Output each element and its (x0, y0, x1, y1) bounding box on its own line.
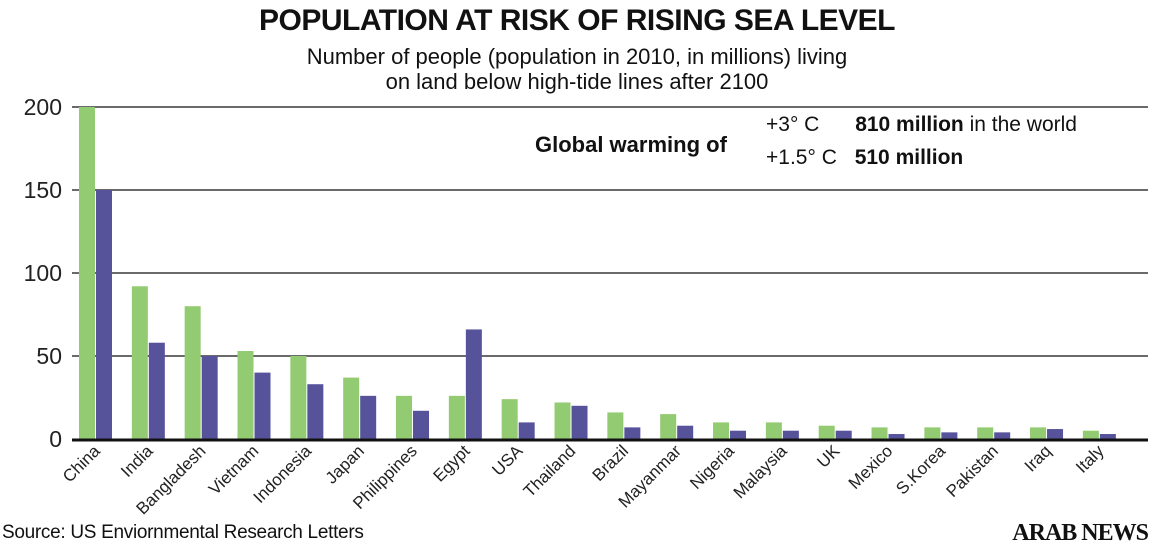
bar-1-5c (730, 430, 747, 439)
bar-1-5c (465, 329, 482, 439)
bar-1-5c (624, 427, 641, 439)
bar-3c (607, 412, 624, 439)
bar-3c (343, 377, 360, 439)
y-tick-label: 100 (24, 260, 62, 286)
legend-scenario: +3° C (766, 113, 820, 136)
bar-3c (871, 427, 888, 439)
bar-1-5c (835, 430, 852, 439)
bar-1-5c (994, 432, 1011, 439)
bar-3c (713, 422, 730, 439)
x-tick-label: USA (488, 441, 527, 480)
x-tick-label: Pakistan (942, 441, 1002, 501)
bar-3c (448, 395, 465, 439)
x-tick-label: Egypt (429, 441, 473, 485)
bar-1-5c (1047, 429, 1064, 439)
bar-3c (237, 351, 254, 439)
bar-1-5c (360, 395, 377, 439)
legend-total: 810 million (855, 113, 964, 136)
x-tick-label: Malaysia (730, 441, 791, 502)
x-tick-label: Nigeria (686, 441, 738, 493)
bar-1-5c (888, 434, 905, 439)
bar-1-5c (782, 430, 799, 439)
bar-3c (977, 427, 994, 439)
y-tick-label: 0 (49, 426, 62, 452)
x-tick-label: Thailand (520, 441, 580, 501)
bar-1-5c (518, 422, 535, 439)
x-tick-label: India (117, 441, 157, 481)
bar-3c (501, 399, 518, 439)
x-tick-label: UK (813, 441, 844, 472)
bar-1-5c (941, 432, 958, 439)
bar-3c (660, 414, 677, 439)
bar-1-5c (413, 410, 430, 439)
legend-row-3c: +3° C 810 million in the world (766, 113, 1077, 137)
bar-1-5c (1099, 434, 1116, 439)
bar-3c (79, 107, 95, 439)
x-tick-label: S.Korea (892, 441, 949, 498)
bar-3c (765, 422, 782, 439)
y-tick-label: 200 (24, 94, 62, 120)
legend-scenario: +1.5° C (766, 146, 837, 169)
x-tick-label: Indonesia (250, 441, 316, 507)
source-note: Source: US Enviornmental Research Letter… (2, 522, 364, 543)
chart-title: POPULATION AT RISK OF RISING SEA LEVEL (258, 4, 896, 37)
bar-3c (1030, 427, 1047, 439)
x-tick-label: Italy (1072, 441, 1108, 477)
bar-3c (1082, 430, 1099, 439)
x-tick-label: Mexico (845, 441, 897, 493)
x-tick-label: Iraq (1021, 441, 1055, 475)
legend-label: Global warming of (535, 132, 727, 157)
legend-row-1-5c: +1.5° C 510 million (766, 146, 963, 170)
bar-1-5c (307, 384, 324, 439)
bar-3c (131, 286, 148, 439)
bar-3c (396, 395, 413, 439)
bar-3c (290, 356, 307, 439)
bar-3c (554, 402, 571, 439)
bar-1-5c (571, 405, 588, 439)
bar-1-5c (148, 342, 165, 439)
legend-suffix: in the world (969, 113, 1077, 136)
y-tick-label: 150 (24, 177, 62, 203)
legend-total: 510 million (854, 146, 964, 169)
x-tick-label: China (59, 441, 104, 486)
bar-3c (818, 425, 835, 439)
y-tick-label: 50 (36, 343, 62, 369)
bar-1-5c (677, 425, 694, 439)
bar-3c (924, 427, 941, 439)
bar-1-5c (254, 372, 271, 439)
bar-1-5c (201, 356, 218, 439)
bar-1-5c (96, 190, 112, 439)
brand-logo: ARAB NEWS (1012, 520, 1149, 546)
bar-3c (184, 306, 201, 439)
chart-subtitle: Number of people (population in 2010, in… (306, 44, 848, 94)
x-tick-label: Brazil (589, 441, 632, 484)
x-tick-label: Japan (322, 441, 368, 487)
